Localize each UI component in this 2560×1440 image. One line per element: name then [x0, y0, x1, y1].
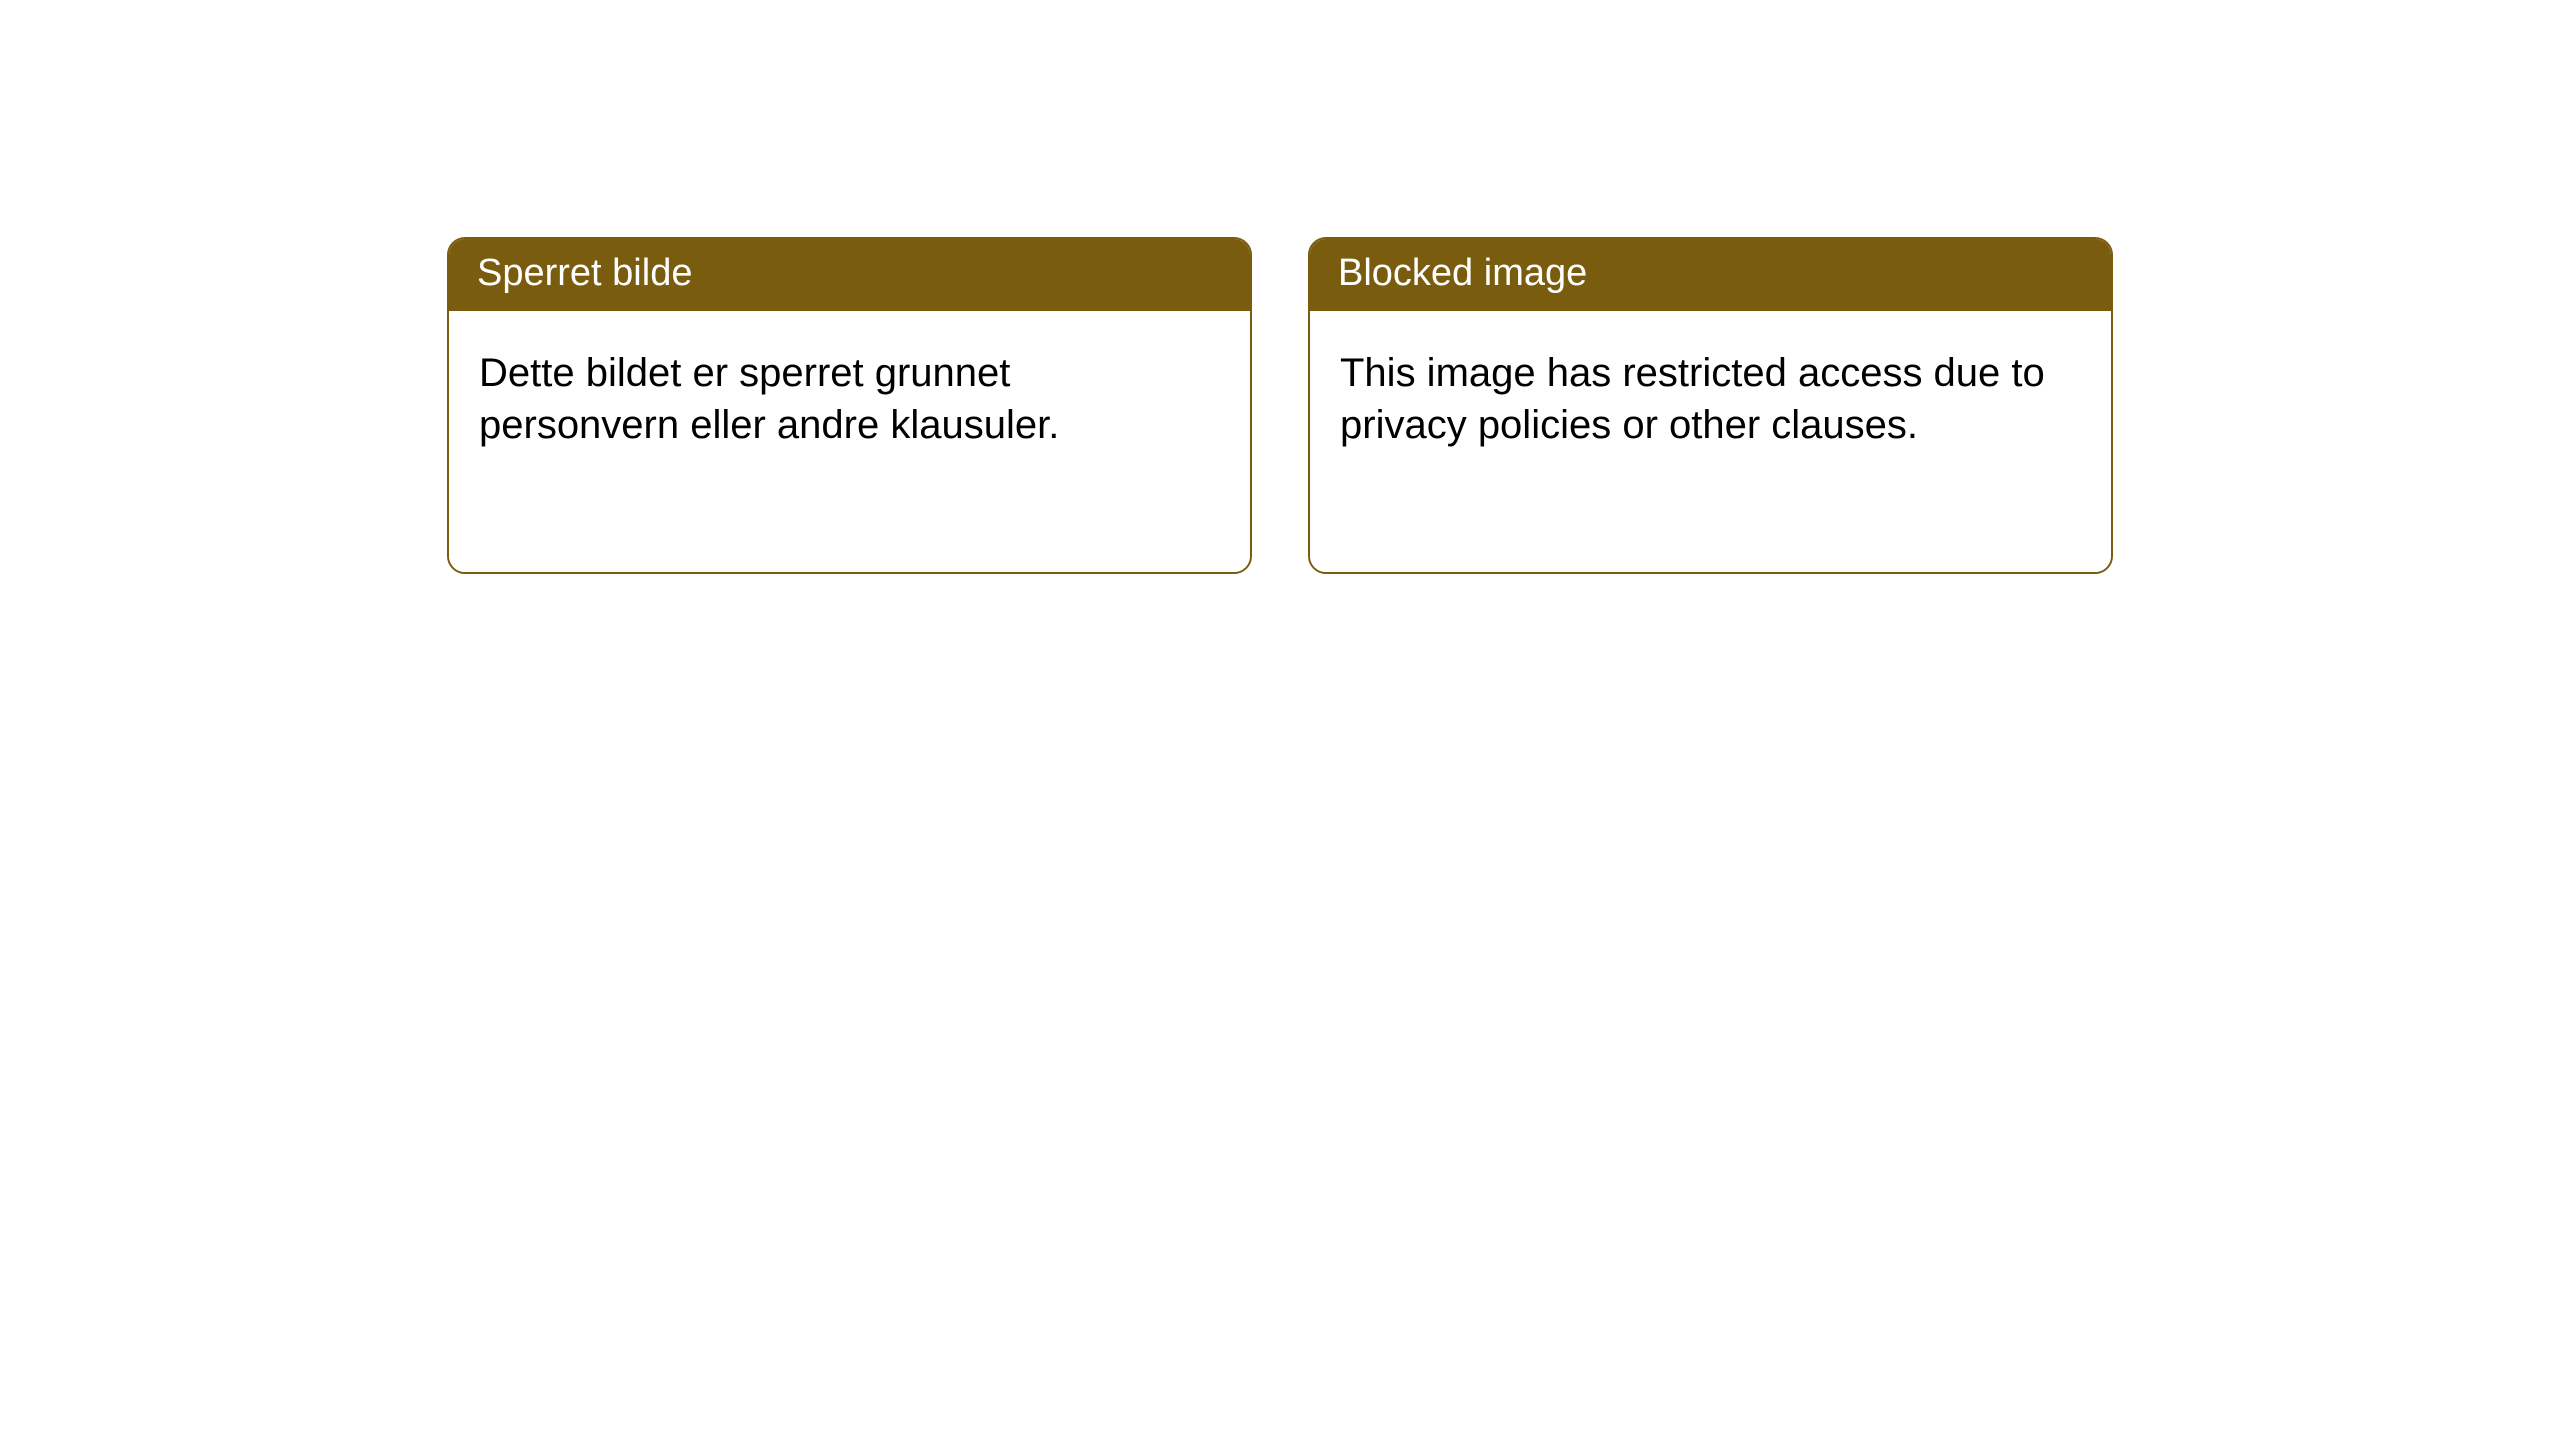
card-header: Sperret bilde [449, 239, 1250, 311]
card-body: Dette bildet er sperret grunnet personve… [449, 311, 1250, 572]
notice-cards-container: Sperret bilde Dette bildet er sperret gr… [447, 237, 2113, 574]
card-header: Blocked image [1310, 239, 2111, 311]
notice-card-norwegian: Sperret bilde Dette bildet er sperret gr… [447, 237, 1252, 574]
card-body: This image has restricted access due to … [1310, 311, 2111, 572]
notice-card-english: Blocked image This image has restricted … [1308, 237, 2113, 574]
